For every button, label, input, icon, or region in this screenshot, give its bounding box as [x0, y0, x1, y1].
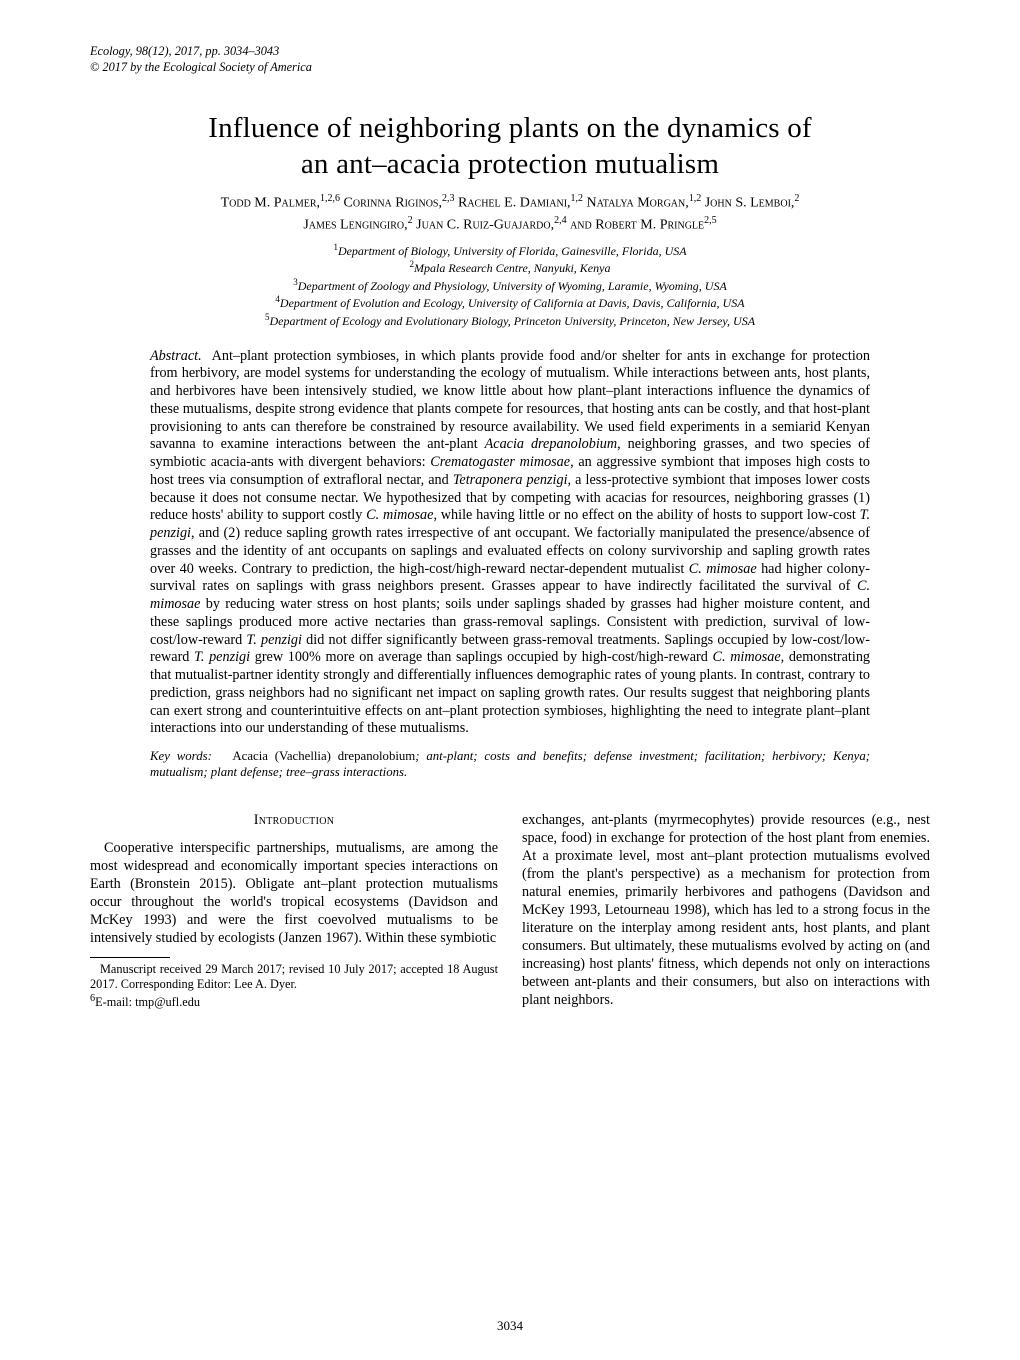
abstract-body: Ant–plant protection symbioses, in which…	[150, 348, 870, 737]
manuscript-footnote: Manuscript received 29 March 2017; revis…	[90, 962, 498, 1010]
footnote-dates: Manuscript received 29 March 2017; revis…	[90, 962, 498, 991]
intro-paragraph-col2: exchanges, ant-plants (myrmecophytes) pr…	[522, 811, 930, 1009]
abstract-heading: Abstract.	[150, 348, 202, 364]
footnote-email: 6E-mail: tmp@ufl.edu	[90, 995, 200, 1009]
keywords-block: Key words: Acacia (Vachellia) drepanolob…	[150, 748, 870, 781]
title-line-2: an ant–acacia protection mutualism	[301, 148, 719, 180]
keywords-heading: Key words:	[150, 749, 212, 763]
running-head-left: Ecology, 98(12), 2017, pp. 3034–3043 © 2…	[90, 44, 312, 76]
footnote-rule	[90, 957, 170, 958]
title-line-1: Influence of neighboring plants on the d…	[208, 112, 812, 144]
abstract-block: Abstract.Ant–plant protection symbioses,…	[150, 348, 870, 739]
page-number: 3034	[0, 1318, 1020, 1334]
journal-citation: Ecology, 98(12), 2017, pp. 3034–3043	[90, 44, 312, 60]
article-title: Influence of neighboring plants on the d…	[90, 110, 930, 183]
body-columns: Introduction Cooperative interspecific p…	[90, 811, 930, 1010]
section-heading-introduction: Introduction	[90, 811, 498, 829]
author-list: Todd M. Palmer,1,2,6 Corinna Riginos,2,3…	[90, 192, 930, 235]
keywords-body: Acacia (Vachellia) drepanolobium; ant-pl…	[150, 749, 870, 779]
copyright-line: © 2017 by the Ecological Society of Amer…	[90, 60, 312, 76]
page-container: Ecology, 98(12), 2017, pp. 3034–3043 © 2…	[0, 0, 1020, 1050]
running-head: Ecology, 98(12), 2017, pp. 3034–3043 © 2…	[90, 44, 930, 76]
affiliation-list: 1Department of Biology, University of Fl…	[90, 242, 930, 330]
intro-paragraph-col1: Cooperative interspecific partnerships, …	[90, 839, 498, 947]
